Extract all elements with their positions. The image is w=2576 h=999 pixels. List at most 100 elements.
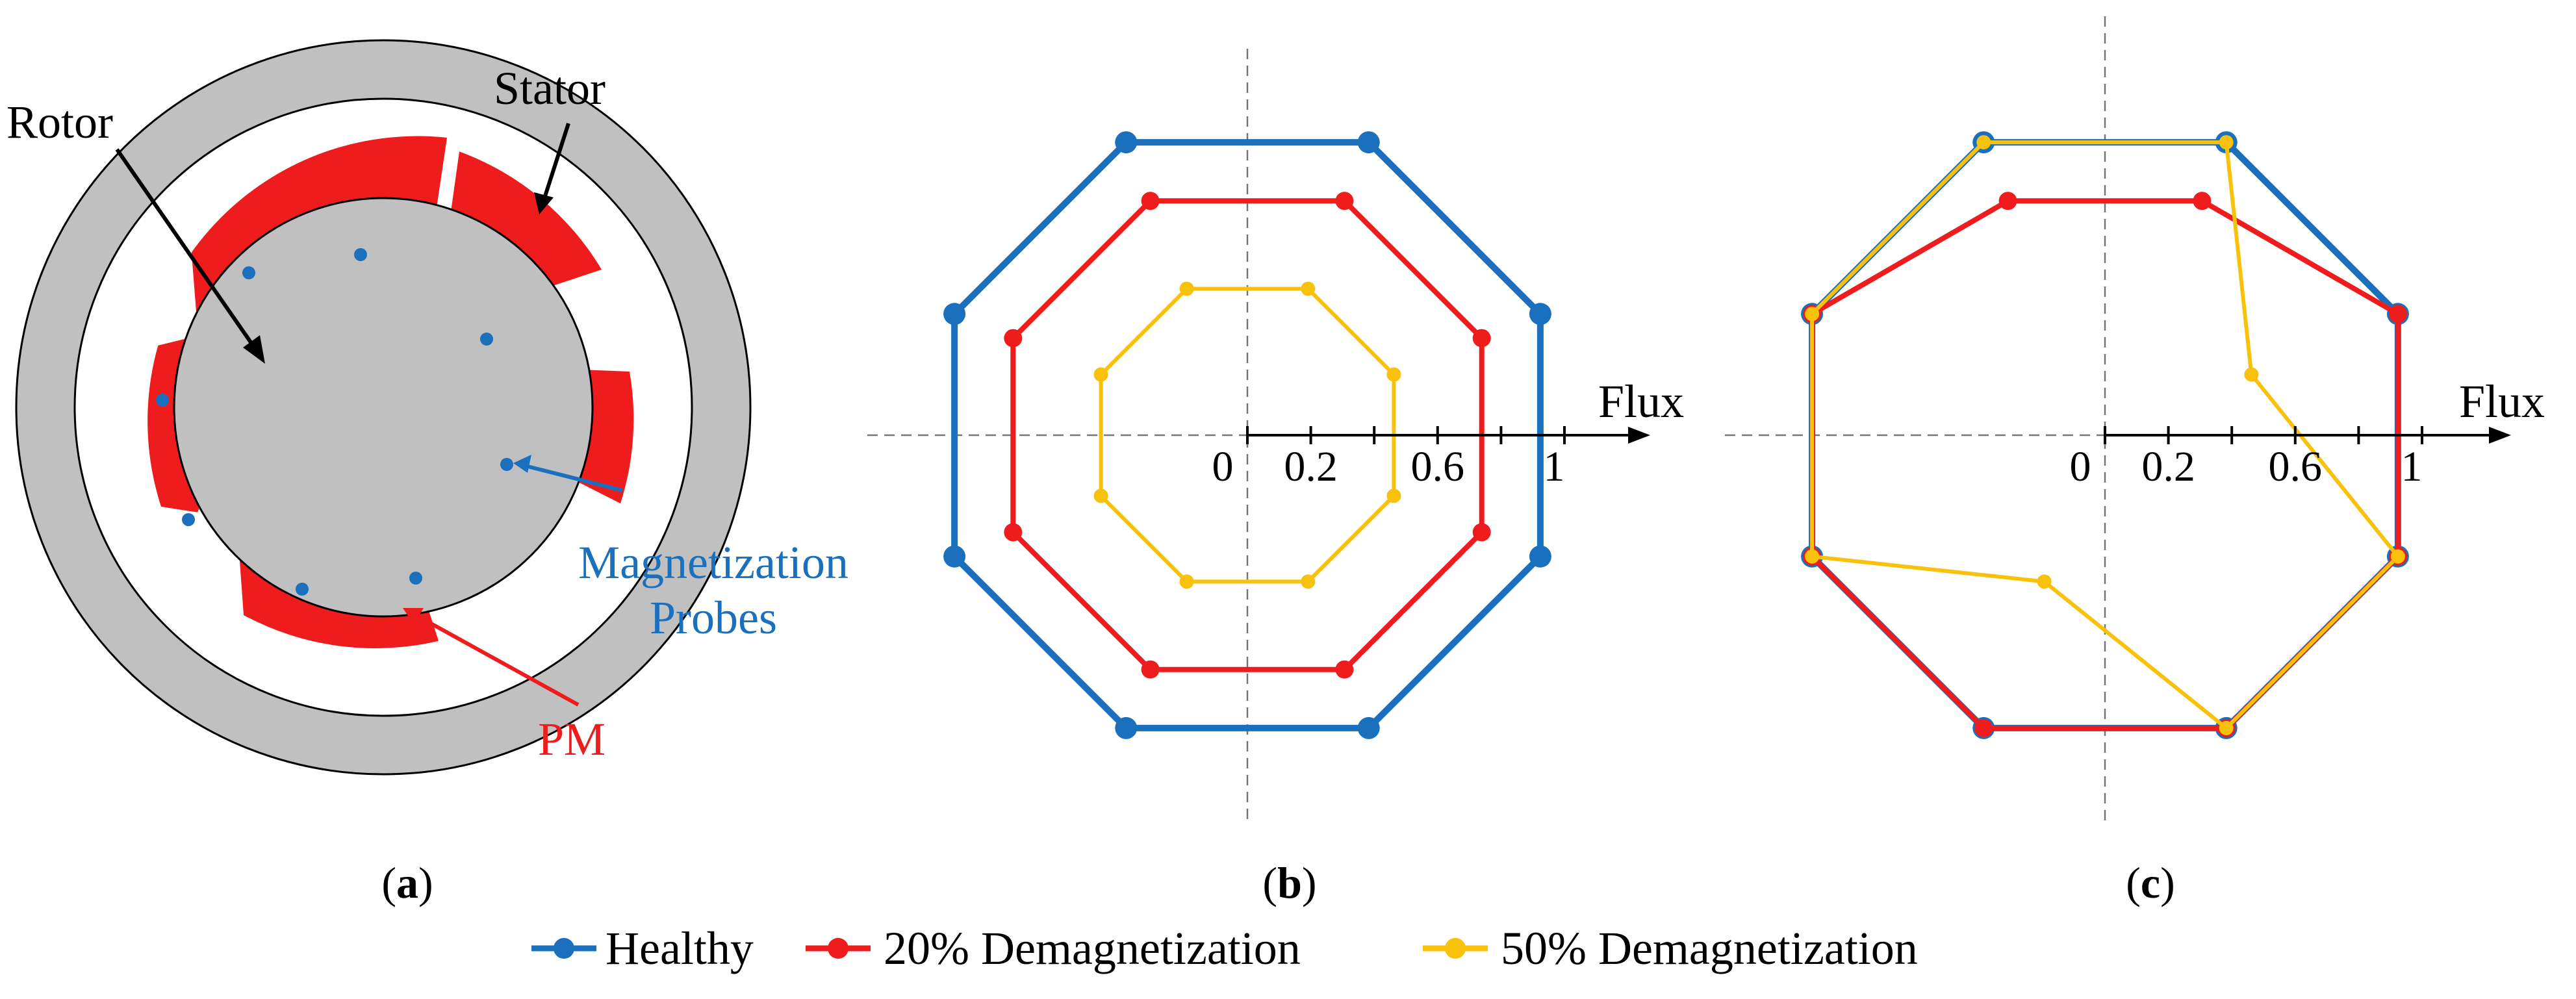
legend-marker-healthy [554, 938, 574, 959]
panel-a-motor-diagram: Rotor Stator Magnetization Probes PM (a) [6, 39, 848, 907]
pm-label: PM [538, 713, 606, 765]
caption-b: (b) [1262, 858, 1316, 907]
flux-axis-label: Flux [1598, 375, 1684, 427]
point-demag50-6 [2219, 720, 2234, 735]
point-demag20-0 [2388, 305, 2407, 323]
probe-dot [354, 248, 367, 261]
stator-arrow-line [542, 123, 570, 199]
point-demag50-4 [1093, 488, 1108, 503]
caption-b-letter: b [1277, 858, 1302, 907]
caption-a-close: ) [418, 858, 433, 907]
point-demag50-0 [1386, 367, 1401, 382]
probe-arrow-head [513, 455, 531, 473]
point-demag50-5 [1179, 574, 1194, 589]
point-demag50-5 [2037, 574, 2052, 589]
caption-c-open: ( [2126, 858, 2141, 907]
point-healthy-1 [1357, 131, 1380, 154]
legend-marker-demag50 [1445, 938, 1466, 959]
probe-dot [296, 583, 309, 596]
caption-a-open: ( [381, 858, 396, 907]
probe-dot [500, 458, 513, 471]
point-demag20-2 [1998, 192, 2017, 210]
legend-marker-demag20 [828, 938, 848, 959]
pm-arrow-line [414, 613, 580, 707]
caption-b-open: ( [1262, 858, 1277, 907]
caption-b-close: ) [1302, 858, 1317, 907]
point-demag50-1 [1301, 281, 1316, 296]
legend-label-demag50: 50% Demagnetization [1501, 922, 1918, 974]
legend-label-demag20: 20% Demagnetization [884, 922, 1301, 974]
probe-dot [242, 266, 255, 279]
flux-axis-arrowhead [2489, 427, 2511, 444]
pm-arrow-head [403, 608, 424, 625]
panel-c-radar-chart: 0 0.2 0.6 1 Flux (c) [1725, 16, 2545, 907]
legend-label-healthy: Healthy [606, 922, 754, 974]
stator-label: Stator [494, 62, 606, 114]
panel-b-flux-axis [1246, 426, 1650, 444]
point-demag50-3 [1805, 307, 1820, 322]
point-demag50-3 [1093, 367, 1108, 382]
flux-axis-ticks [2104, 426, 2423, 444]
point-demag50-2 [1976, 135, 1991, 150]
point-demag20-5 [1974, 718, 1993, 737]
rotor-label: Rotor [6, 96, 113, 148]
point-demag20-6 [1335, 660, 1354, 679]
point-healthy-0 [1529, 303, 1551, 325]
legend-item-demag50: 50% Demagnetization [1423, 922, 1918, 974]
probe-arrow-line [524, 464, 623, 492]
point-demag20-4 [1004, 523, 1023, 542]
stator-arrow-head [534, 192, 554, 214]
pm-segment-top [191, 136, 447, 314]
panel-b-radar-chart: 0 0.2 0.6 1 Flux (b) [867, 49, 1684, 907]
point-demag50-6 [1301, 574, 1316, 589]
point-healthy-5 [1115, 716, 1138, 739]
point-demag20-5 [1141, 660, 1160, 679]
rotor-arrow-head [243, 335, 265, 364]
caption-c-close: ) [2160, 858, 2175, 907]
point-demag50-4 [1805, 549, 1820, 564]
pm-segment-bottom [239, 558, 439, 649]
arrows-panel-a [115, 123, 623, 707]
point-demag50-7 [2390, 549, 2405, 564]
caption-c: (c) [2126, 858, 2175, 907]
probe-dot [182, 513, 195, 526]
probe-dot [409, 572, 422, 585]
point-demag20-0 [1472, 329, 1491, 348]
point-healthy-2 [1115, 131, 1138, 154]
point-healthy-6 [1357, 716, 1380, 739]
caption-a-letter: a [396, 858, 418, 907]
panel-c-series [1801, 131, 2409, 739]
point-healthy-4 [943, 545, 966, 568]
probe-dot [480, 333, 493, 346]
point-healthy-7 [1529, 545, 1551, 568]
point-demag20-7 [1472, 523, 1491, 542]
rotor-arrow-line [115, 148, 259, 352]
tick-label-1: 1 [2401, 443, 2423, 490]
magnetization-probes [156, 248, 513, 596]
point-demag50-2 [1179, 281, 1194, 296]
legend-item-healthy: Healthy [531, 922, 754, 974]
tick-label-1: 1 [1544, 443, 1565, 490]
flux-axis-ticks [1246, 426, 1566, 444]
flux-axis-arrowhead [1628, 427, 1650, 444]
probe-dot [156, 394, 169, 407]
panel-c-flux-axis [2104, 426, 2511, 444]
caption-a: (a) [381, 858, 433, 907]
point-healthy-3 [943, 303, 966, 325]
legend-item-demag20: 20% Demagnetization [806, 922, 1301, 974]
point-demag20-2 [1141, 192, 1160, 210]
legend: Healthy 20% Demagnetization 50% Demagnet… [531, 922, 1918, 974]
point-demag50-1 [2219, 135, 2234, 150]
probes-label-line2: Probes [650, 592, 777, 644]
tick-label-0.2: 0.2 [1284, 443, 1338, 490]
point-demag20-1 [1335, 192, 1354, 210]
tick-label-0: 0 [2070, 443, 2091, 490]
point-demag20-1 [2193, 192, 2212, 210]
rotor [173, 197, 594, 618]
panel-b-series [943, 131, 1551, 739]
tick-label-0.2: 0.2 [2141, 443, 2195, 490]
tick-label-0.6: 0.6 [1411, 443, 1465, 490]
probes-label-line1: Magnetization [578, 537, 848, 588]
point-demag50-7 [1386, 488, 1401, 503]
